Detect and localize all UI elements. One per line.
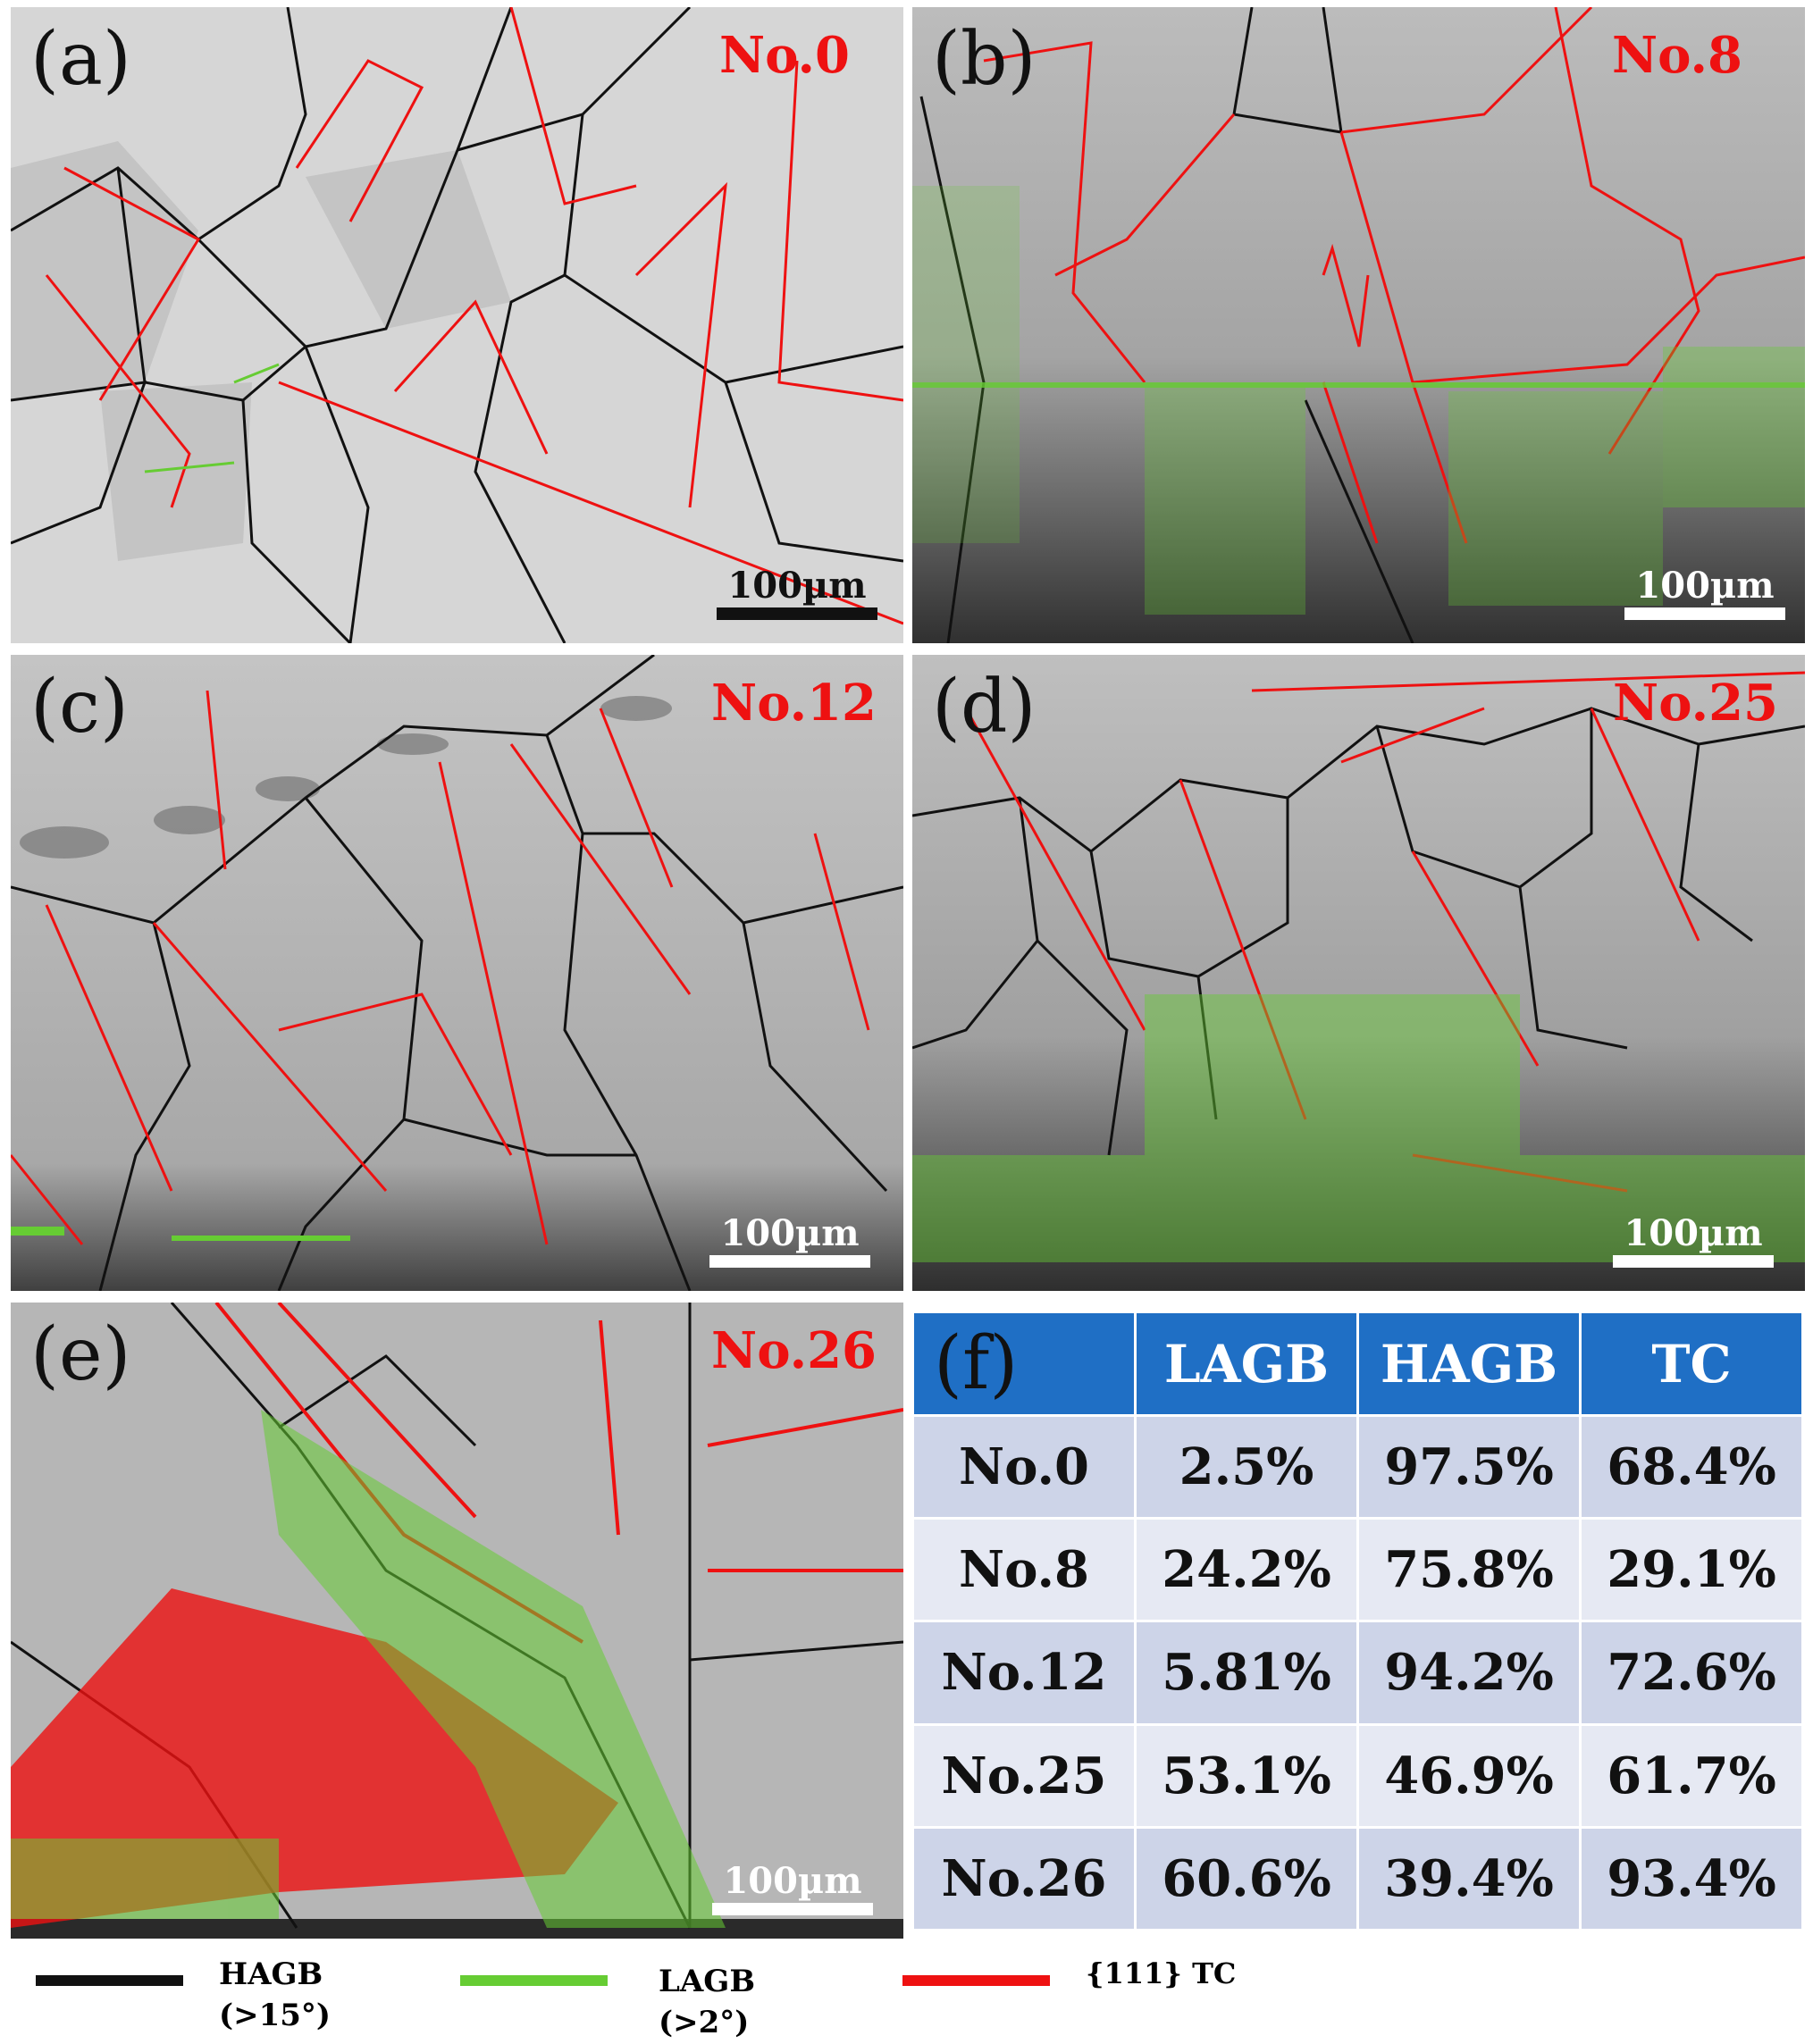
micrograph-panel-e: (e) No.26 100µm	[11, 1303, 903, 1939]
scale-bar-line	[717, 607, 877, 620]
statistics-table: (f) LAGB HAGB TC No.0 2.5% 97.5% 68.4% N…	[911, 1311, 1804, 1932]
panel-label: (c)	[30, 665, 129, 750]
row-sample: No.0	[911, 1413, 1137, 1520]
row-lagb: 24.2%	[1134, 1517, 1359, 1623]
row-hagb: 75.8%	[1356, 1517, 1582, 1623]
legend-swatch-hagb	[36, 1975, 183, 1986]
panel-label: (b)	[932, 17, 1037, 102]
header-tc: TC	[1579, 1311, 1804, 1417]
scale-bar-line	[709, 1255, 870, 1268]
grain-map-b	[912, 7, 1805, 643]
scale-bar: 100µm	[712, 1864, 873, 1915]
scale-bar: 100µm	[1613, 1216, 1774, 1268]
row-tc: 29.1%	[1579, 1517, 1804, 1623]
legend-name: {111} TC	[1086, 1956, 1237, 1990]
micrograph-panel-d: (d) No.25 100µm	[912, 655, 1805, 1291]
row-lagb: 2.5%	[1134, 1413, 1359, 1520]
legend-text-lagb: LAGB (>2°)	[659, 1962, 755, 2044]
row-tc: 93.4%	[1579, 1825, 1804, 1932]
scale-bar-line	[712, 1903, 873, 1915]
scale-bar-text: 100µm	[720, 1212, 860, 1254]
row-lagb: 60.6%	[1134, 1825, 1359, 1932]
micrograph-panel-b: (b) No.8 100µm	[912, 7, 1805, 643]
header-hagb: HAGB	[1356, 1311, 1582, 1417]
legend-name: LAGB	[659, 1964, 756, 1999]
scale-bar: 100µm	[709, 1216, 870, 1268]
panel-label: (d)	[932, 665, 1037, 750]
row-sample: No.25	[911, 1722, 1137, 1829]
micrograph-panel-a: (a) No.0 100µm	[11, 7, 903, 643]
row-tc: 61.7%	[1579, 1722, 1804, 1829]
legend-item-hagb: HAGB (>15°)	[36, 1955, 375, 2035]
legend-note: (>2°)	[659, 2004, 750, 2040]
scale-bar-text: 100µm	[1624, 1212, 1763, 1254]
legend-text-tc: {111} TC	[1086, 1955, 1236, 1993]
legend-swatch-tc	[902, 1975, 1050, 1986]
row-lagb: 53.1%	[1134, 1722, 1359, 1829]
scale-bar-line	[1624, 607, 1785, 620]
table-row: No.12 5.81% 94.2% 72.6%	[911, 1620, 1804, 1726]
sample-label: No.25	[1613, 674, 1778, 733]
panel-label: (a)	[30, 17, 131, 102]
row-tc: 68.4%	[1579, 1413, 1804, 1520]
panel-label: (e)	[30, 1312, 131, 1397]
row-sample: No.26	[911, 1825, 1137, 1932]
table-row: No.0 2.5% 97.5% 68.4%	[911, 1413, 1804, 1520]
row-sample: No.12	[911, 1620, 1137, 1726]
table-row: No.25 53.1% 46.9% 61.7%	[911, 1722, 1804, 1829]
legend-item-lagb: LAGB (>2°)	[460, 1955, 818, 2040]
legend-item-tc: {111} TC	[902, 1955, 1331, 2035]
sample-label: No.8	[1611, 26, 1742, 85]
table-row: No.8 24.2% 75.8% 29.1%	[911, 1517, 1804, 1623]
row-hagb: 97.5%	[1356, 1413, 1582, 1520]
sample-label: No.0	[718, 26, 850, 85]
grain-map-d	[912, 655, 1805, 1291]
row-hagb: 94.2%	[1356, 1620, 1582, 1726]
grain-map-c	[11, 655, 903, 1291]
legend-text-hagb: HAGB (>15°)	[219, 1955, 331, 2037]
scale-bar-text: 100µm	[723, 1860, 862, 1902]
legend-note: (>15°)	[219, 1997, 331, 2033]
legend-swatch-lagb	[460, 1975, 608, 1986]
row-hagb: 46.9%	[1356, 1722, 1582, 1829]
legend-name: HAGB	[219, 1956, 323, 1992]
grain-map-e	[11, 1303, 903, 1939]
grain-boundary-table: (f) LAGB HAGB TC No.0 2.5% 97.5% 68.4% N…	[911, 1311, 1804, 1932]
scale-bar-text: 100µm	[1635, 565, 1775, 607]
sample-label: No.12	[711, 674, 877, 733]
table-header-row: (f) LAGB HAGB TC	[911, 1311, 1804, 1417]
scale-bar-text: 100µm	[727, 565, 867, 607]
row-sample: No.8	[911, 1517, 1137, 1623]
row-lagb: 5.81%	[1134, 1620, 1359, 1726]
table-label: (f)	[911, 1311, 1137, 1417]
table-row: No.26 60.6% 39.4% 93.4%	[911, 1825, 1804, 1932]
sample-label: No.26	[711, 1321, 877, 1380]
micrograph-panel-c: (c) No.12 100µm	[11, 655, 903, 1291]
scale-bar: 100µm	[1624, 568, 1785, 620]
scale-bar: 100µm	[717, 568, 877, 620]
scale-bar-line	[1613, 1255, 1774, 1268]
grain-map-a	[11, 7, 903, 643]
row-hagb: 39.4%	[1356, 1825, 1582, 1932]
header-lagb: LAGB	[1134, 1311, 1359, 1417]
row-tc: 72.6%	[1579, 1620, 1804, 1726]
